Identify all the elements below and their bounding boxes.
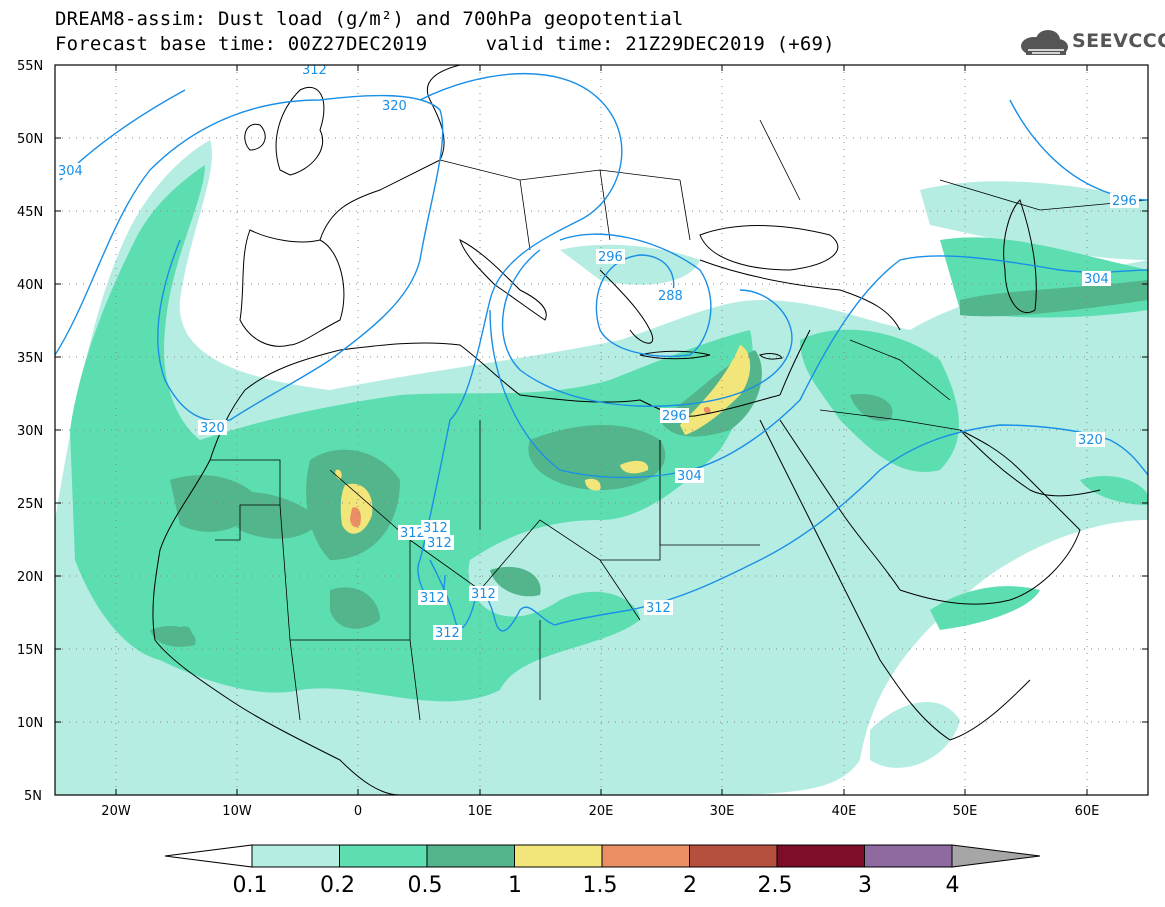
colorbar-segment <box>514 844 603 868</box>
svg-text:312: 312 <box>471 587 496 602</box>
y-tick-label: 15N <box>17 643 43 658</box>
colorbar-label: 1.5 <box>582 873 618 898</box>
contour-label: 320 <box>1076 432 1105 448</box>
colorbar-segment <box>601 844 690 868</box>
y-tick-label: 50N <box>17 132 43 147</box>
contour-label: 304 <box>56 163 83 179</box>
y-tick-label: 35N <box>17 351 43 366</box>
svg-text:296: 296 <box>662 409 687 424</box>
x-tick-label: 10E <box>468 804 493 819</box>
svg-text:304: 304 <box>58 164 83 179</box>
y-tick-label: 45N <box>17 205 43 220</box>
svg-text:304: 304 <box>677 469 702 484</box>
contour-label: 288 <box>656 288 685 304</box>
lat-lon-grid <box>55 65 1148 795</box>
contour-label: 320 <box>380 98 409 114</box>
colorbar-segment <box>339 844 428 868</box>
x-tick-label: 20W <box>101 804 131 819</box>
colorbar-arrow-high <box>951 844 1041 868</box>
y-tick-label: 25N <box>17 497 43 512</box>
svg-text:320: 320 <box>200 421 225 436</box>
contour-label: 304 <box>1082 271 1111 287</box>
y-tick-label: 5N <box>24 789 42 804</box>
colorbar-label: 2.5 <box>757 873 793 898</box>
y-tick-label: 10N <box>17 716 43 731</box>
x-tick-label: 20E <box>589 804 614 819</box>
title-line-2: Forecast base time: 00Z27DEC2019 valid t… <box>55 33 835 55</box>
cloud-icon <box>1021 30 1068 55</box>
x-tick-label: 0 <box>354 804 362 819</box>
y-tick-label: 55N <box>17 59 43 74</box>
logo-text: SEEVCCC <box>1072 30 1165 52</box>
colorbar-label: 4 <box>945 873 960 898</box>
contour-label: 312 <box>398 525 427 541</box>
svg-text:312: 312 <box>423 521 448 536</box>
colorbar-label: 1 <box>508 873 522 898</box>
colorbar-label: 0.2 <box>320 873 355 898</box>
x-tick-label: 50E <box>953 804 978 819</box>
svg-text:304: 304 <box>1084 272 1109 287</box>
svg-text:312: 312 <box>427 536 452 551</box>
contour-label: 312 <box>300 63 329 78</box>
country-borders <box>210 119 1148 721</box>
svg-text:312: 312 <box>400 526 425 541</box>
seevccc-logo: SEEVCCC <box>1018 28 1165 58</box>
colorbar-label: 3 <box>858 873 872 898</box>
colorbar <box>164 844 1041 868</box>
colorbar-segment <box>251 844 340 868</box>
svg-text:312: 312 <box>420 591 445 606</box>
x-tick-label: 40E <box>832 804 857 819</box>
svg-text:312: 312 <box>302 63 327 78</box>
contour-label: 320 <box>198 420 227 436</box>
colorbar-segment <box>426 844 515 868</box>
contour-labels: 304 320 320 296 288 296 304 312 312 312 … <box>56 63 1139 641</box>
svg-text:320: 320 <box>1078 433 1103 448</box>
svg-text:312: 312 <box>435 626 460 641</box>
y-axis-labels: 55N 50N 45N 40N 35N 30N 25N 20N 15N 10N … <box>17 59 43 804</box>
coastlines <box>152 65 1101 795</box>
colorbar-segment <box>776 844 865 868</box>
contour-label: 312 <box>644 600 673 616</box>
colorbar-label: 2 <box>683 873 697 898</box>
contour-label: 312 <box>433 625 462 641</box>
contour-label: 304 <box>675 468 704 484</box>
svg-text:296: 296 <box>598 250 623 265</box>
contour-label: 296 <box>1110 193 1139 209</box>
svg-text:320: 320 <box>382 99 407 114</box>
colorbar-segment <box>689 844 778 868</box>
dust-shading-1.5 <box>350 406 711 528</box>
contour-label: 312 <box>469 586 498 602</box>
colorbar-arrow-low <box>164 844 253 868</box>
y-tick-label: 20N <box>17 570 43 585</box>
x-axis-labels: 20W 10W 0 10E 20E 30E 40E 50E 60E <box>101 804 1099 819</box>
contour-label: 312 <box>418 590 447 606</box>
x-tick-label: 30E <box>710 804 735 819</box>
geopotential-contours <box>55 72 1148 632</box>
y-tick-label: 30N <box>17 424 43 439</box>
contour-label: 312 <box>425 535 454 551</box>
svg-text:288: 288 <box>658 289 683 304</box>
x-tick-label: 60E <box>1075 804 1100 819</box>
title-line-1: DREAM8-assim: Dust load (g/m²) and 700hP… <box>55 8 684 30</box>
contour-label: 312 <box>421 520 450 536</box>
colorbar-label: 0.5 <box>407 873 443 898</box>
x-tick-label: 10W <box>222 804 252 819</box>
colorbar-label: 0.1 <box>232 873 268 898</box>
contour-label: 296 <box>660 408 689 424</box>
axis-ticks <box>55 64 1148 796</box>
contour-label: 296 <box>596 249 625 265</box>
svg-text:296: 296 <box>1112 194 1137 209</box>
svg-text:312: 312 <box>646 601 671 616</box>
colorbar-segment <box>864 844 953 868</box>
y-tick-label: 40N <box>17 278 43 293</box>
